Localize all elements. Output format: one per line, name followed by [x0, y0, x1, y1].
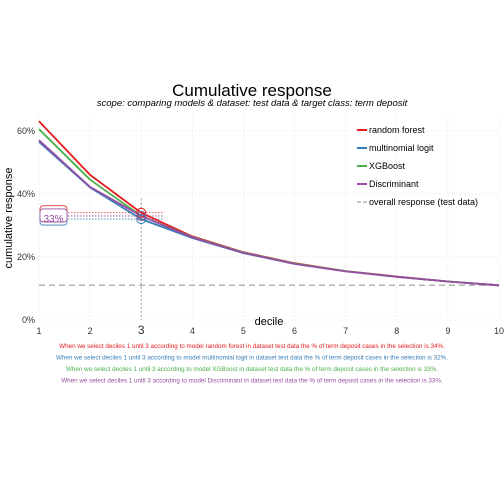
captions: When we select deciles 1 until 3 accordi… [56, 343, 448, 385]
x-tick-label: 5 [241, 326, 246, 336]
caption-3: When we select deciles 1 until 3 accordi… [61, 378, 443, 385]
y-tick-label: 20% [17, 252, 35, 262]
x-tick-label: 4 [190, 326, 195, 336]
x-axis-label: decile [255, 316, 284, 328]
x-tick-label: 1 [36, 326, 41, 336]
legend-label-reference: overall response (test data) [369, 197, 478, 207]
chart-subtitle: scope: comparing models & dataset: test … [97, 98, 408, 109]
legend-label-3: Discriminant [369, 179, 419, 189]
legend-label-1: multinomial logit [369, 143, 434, 153]
x-tick-label: 2 [88, 326, 93, 336]
y-axis-label: cumulative response [3, 168, 15, 269]
y-axis-ticks: 0% 20% 40% 60% [17, 126, 35, 325]
y-tick-label: 40% [17, 189, 35, 199]
x-tick-label: 8 [394, 326, 399, 336]
x-tick-label: 9 [445, 326, 450, 336]
y-tick-label: 60% [17, 126, 35, 136]
caption-2: When we select deciles 1 until 3 accordi… [66, 366, 438, 373]
legend: random forest multinomial logit XGBoost Dis… [357, 125, 478, 207]
caption-1: When we select deciles 1 until 3 accordi… [56, 355, 448, 362]
annotation-label: 33% [43, 214, 63, 225]
x-tick-label: 3 [138, 323, 145, 337]
legend-label-2: XGBoost [369, 161, 406, 171]
x-tick-label: 10 [494, 326, 504, 336]
caption-0: When we select deciles 1 until 3 accordi… [59, 343, 445, 350]
annotation-group: 33% [40, 206, 67, 225]
series-line-1 [39, 142, 499, 285]
x-tick-label: 6 [292, 326, 297, 336]
legend-label-0: random forest [369, 125, 425, 135]
x-tick-label: 7 [343, 326, 348, 336]
y-tick-label: 0% [22, 315, 35, 325]
